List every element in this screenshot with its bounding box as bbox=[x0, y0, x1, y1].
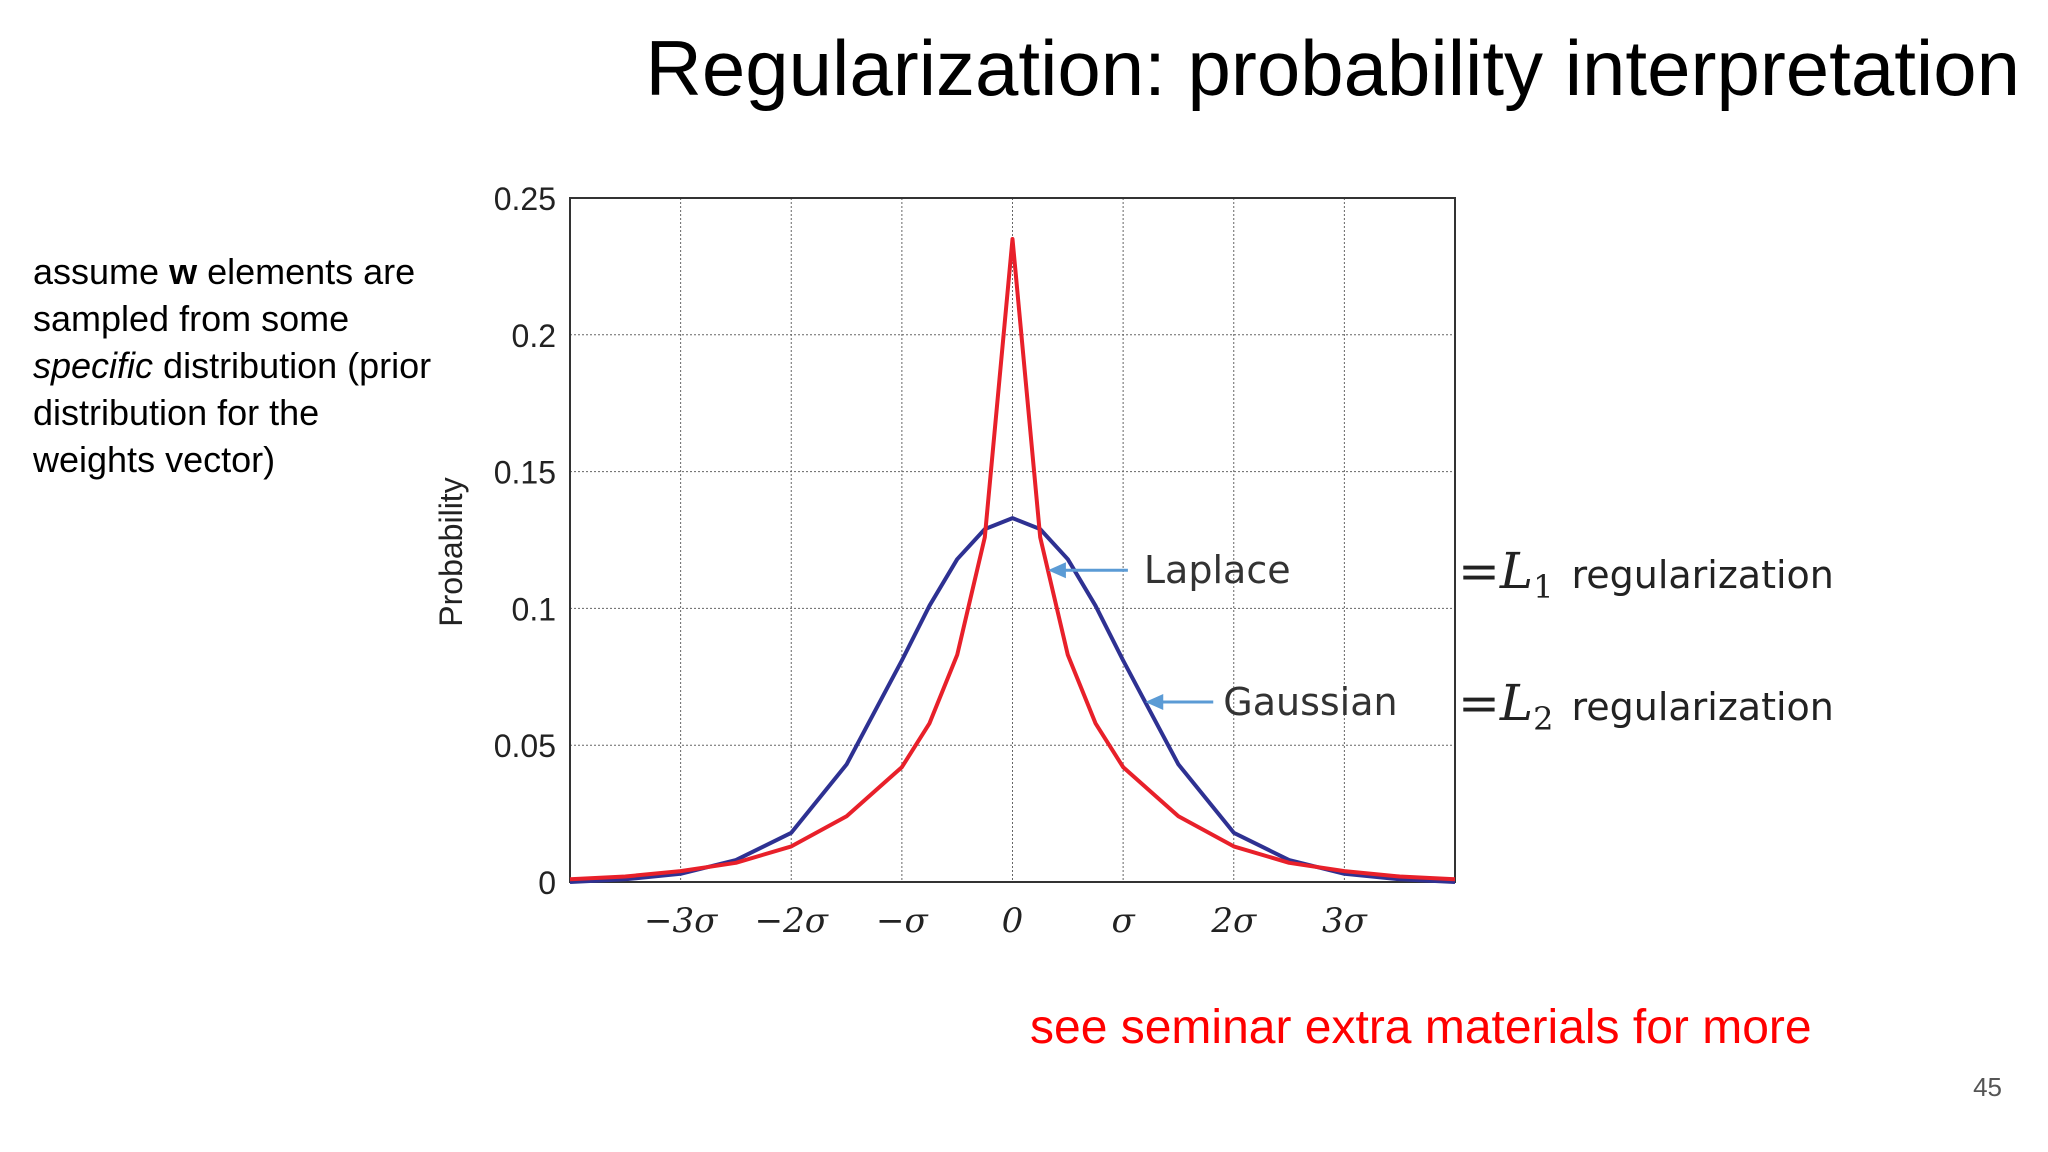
series-line-laplace bbox=[569, 237, 1456, 882]
plot-frame bbox=[569, 197, 1456, 883]
slide-title: Regularization: probability interpretati… bbox=[645, 24, 2020, 112]
gaussian-arrowhead bbox=[1145, 693, 1164, 710]
prior-description: assume w elements are sampled from some … bbox=[33, 248, 433, 483]
x-tick-label: −σ bbox=[876, 901, 928, 941]
y-tick-label: 0.2 bbox=[512, 318, 556, 354]
prior-description-bold: w bbox=[169, 251, 198, 292]
laplace-label: Laplace bbox=[1144, 548, 1291, 592]
l1-equals: = bbox=[1458, 542, 1500, 600]
prior-description-italic: specific bbox=[33, 345, 154, 386]
x-tick-label: −3σ bbox=[644, 901, 718, 941]
x-tick-label: 0 bbox=[1002, 901, 1024, 941]
l1-regularization-label: =L1 regularization bbox=[1458, 542, 1834, 606]
l2-equals: = bbox=[1458, 674, 1500, 732]
x-tick-label: 2σ bbox=[1210, 901, 1257, 941]
prior-description-part2: elements are sampled from some bbox=[33, 251, 416, 339]
prior-description-part3: distribution (prior distribution for the… bbox=[33, 345, 432, 480]
l2-norm: L bbox=[1499, 674, 1533, 732]
y-axis-label: Probability bbox=[433, 477, 469, 626]
y-tick-label: 0.05 bbox=[494, 728, 556, 764]
page-number: 45 bbox=[1973, 1072, 2002, 1102]
l2-regularization-label: =L2 regularization bbox=[1458, 674, 1834, 738]
y-tick-label: 0.25 bbox=[494, 181, 556, 217]
series-lines bbox=[569, 237, 1456, 884]
y-tick-label: 0.15 bbox=[494, 455, 556, 491]
x-tick-label: 3σ bbox=[1322, 901, 1368, 941]
x-tick-labels: −3σ −2σ −σ 0 σ 2σ 3σ bbox=[644, 901, 1368, 941]
gaussian-label: Gaussian bbox=[1223, 680, 1397, 724]
y-tick-label: 0.1 bbox=[512, 591, 556, 627]
distribution-chart: 0 0.05 0.1 0.15 0.2 0.25 −3σ −2σ −σ 0 σ 2σ 3σ Proba… bbox=[433, 181, 1834, 941]
x-tick-label: σ bbox=[1112, 901, 1136, 941]
chart-grid bbox=[570, 197, 1455, 883]
series-line-gaussian bbox=[569, 516, 1456, 884]
l1-subscript: 1 bbox=[1533, 568, 1553, 606]
y-tick-labels: 0 0.05 0.1 0.15 0.2 0.25 bbox=[494, 181, 556, 901]
footer-note: see seminar extra materials for more bbox=[1030, 1001, 1812, 1054]
l1-suffix: regularization bbox=[1571, 553, 1833, 597]
l1-norm: L bbox=[1499, 542, 1533, 600]
laplace-arrowhead bbox=[1047, 562, 1066, 579]
prior-description-part1: assume bbox=[33, 251, 170, 292]
y-tick-label: 0 bbox=[538, 865, 556, 901]
l2-suffix: regularization bbox=[1571, 685, 1833, 729]
l2-subscript: 2 bbox=[1533, 700, 1553, 738]
x-tick-label: −2σ bbox=[755, 901, 829, 941]
